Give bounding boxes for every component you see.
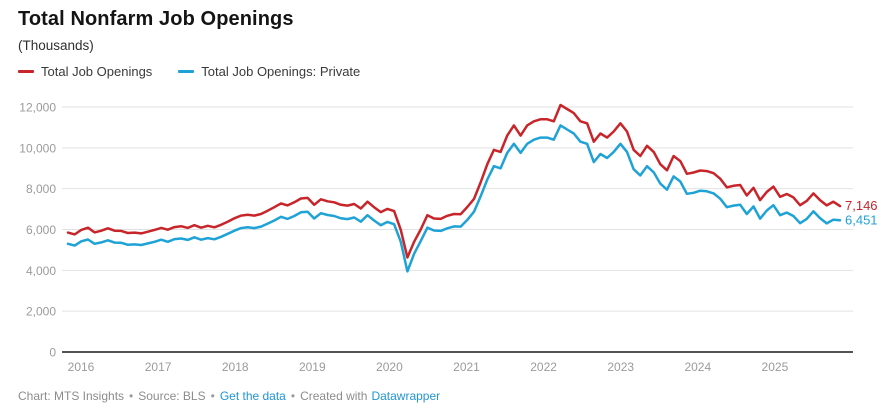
chart-subtitle: (Thousands) bbox=[18, 38, 94, 53]
footer-separator: • bbox=[290, 389, 296, 403]
legend-label-total: Total Job Openings bbox=[41, 64, 153, 79]
footer-source: Source: BLS bbox=[138, 389, 206, 403]
legend-item-private: Total Job Openings: Private bbox=[178, 64, 360, 79]
legend: Total Job Openings Total Job Openings: P… bbox=[18, 64, 360, 79]
x-tick-label: 2022 bbox=[530, 360, 557, 374]
legend-item-total: Total Job Openings bbox=[18, 64, 152, 79]
y-tick-label: 8,000 bbox=[26, 182, 56, 196]
series-line-total bbox=[66, 103, 842, 259]
legend-swatch-total-icon bbox=[18, 70, 34, 73]
y-tick-label: 10,000 bbox=[19, 141, 56, 155]
x-tick-label: 2021 bbox=[453, 360, 480, 374]
end-value-label-private: 6,451 bbox=[845, 212, 878, 227]
y-tick-label: 12,000 bbox=[19, 101, 56, 115]
series-line-private bbox=[66, 124, 842, 273]
legend-swatch-private-icon bbox=[178, 70, 195, 73]
chart-svg: 0 2,000 4,000 6,000 8,000 10,000 12,000 2016 201… bbox=[19, 101, 878, 375]
x-tick-label: 2016 bbox=[68, 360, 95, 374]
y-tick-label: 2,000 bbox=[26, 305, 56, 319]
x-tick-label: 2025 bbox=[762, 360, 789, 374]
x-tick-label: 2019 bbox=[299, 360, 326, 374]
datawrapper-link[interactable]: Datawrapper bbox=[371, 389, 441, 403]
footer-separator: • bbox=[210, 389, 215, 403]
footer-credit: Chart: MTS Insights bbox=[18, 389, 125, 403]
page-title: Total Nonfarm Job Openings bbox=[18, 8, 294, 30]
x-tick-label: 2024 bbox=[684, 360, 711, 374]
x-tick-label: 2020 bbox=[376, 360, 403, 374]
legend-label-private: Total Job Openings: Private bbox=[201, 64, 361, 79]
x-tick-label: 2018 bbox=[222, 360, 249, 374]
x-tick-label: 2017 bbox=[145, 360, 172, 374]
y-tick-label: 4,000 bbox=[26, 264, 56, 278]
get-data-link[interactable]: Get the data bbox=[219, 389, 286, 403]
y-tick-label: 0 bbox=[49, 346, 56, 360]
end-value-label-total: 7,146 bbox=[845, 198, 878, 213]
footer-created-with: Created with bbox=[300, 389, 368, 403]
x-tick-label: 2023 bbox=[607, 360, 634, 374]
y-tick-label: 6,000 bbox=[26, 223, 56, 237]
footer-separator: • bbox=[129, 389, 134, 403]
chart-footer: Chart: MTS Insights • Source: BLS • Get the … bbox=[18, 389, 440, 403]
